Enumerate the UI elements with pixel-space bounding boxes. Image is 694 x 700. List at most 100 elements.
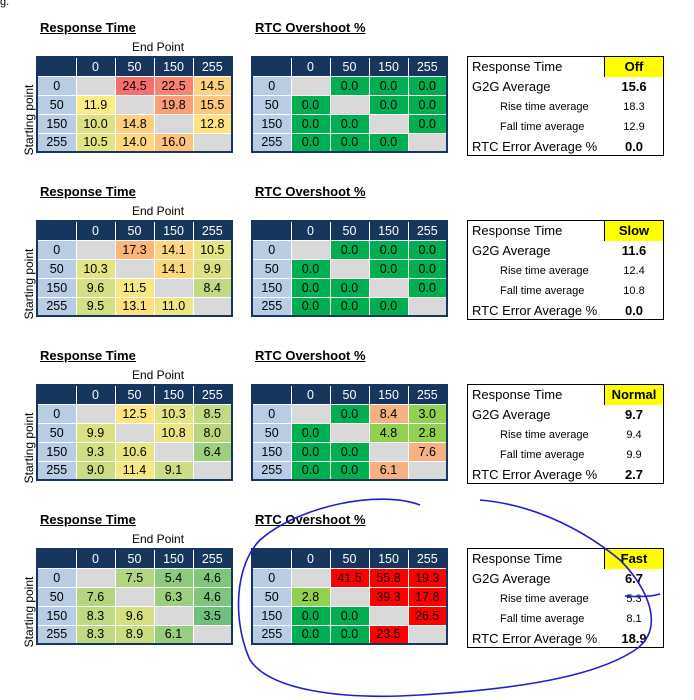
heatmap-cell [114, 586, 155, 607]
column-header: 50 [114, 384, 155, 405]
heatmap-cell [153, 605, 194, 626]
summary-label: Fall time average [500, 121, 585, 133]
summary-mode: Response Time Off [468, 57, 663, 77]
heatmap-cell: 55.8 [368, 567, 409, 588]
header-corner [36, 384, 77, 405]
row-header: 150 [36, 277, 77, 298]
heatmap-cell: 19.8 [153, 94, 194, 115]
column-header: 0 [75, 384, 116, 405]
column-header: 50 [329, 220, 370, 241]
summary-rtc-error: RTC Error Average % 2.7 [468, 465, 663, 485]
heatmap-cell: 0.0 [290, 132, 331, 153]
heatmap-cell: 0.0 [329, 113, 370, 134]
summary-label: Response Time [472, 551, 563, 566]
heatmap-cell: 11.9 [75, 94, 116, 115]
heatmap-cell [192, 624, 233, 645]
heatmap-cell: 0.0 [290, 422, 331, 443]
column-header: 0 [290, 56, 331, 77]
heatmap-cell: 26.5 [407, 605, 448, 626]
heatmap-cell: 6.3 [153, 586, 194, 607]
heatmap-cell: 7.6 [75, 586, 116, 607]
summary-box: Response Time Slow G2G Average 11.6 Rise tim… [467, 220, 664, 320]
column-header: 0 [75, 548, 116, 569]
summary-mode: Response Time Fast [468, 549, 663, 569]
summary-value: 9.7 [624, 407, 644, 422]
summary-label: Rise time average [500, 101, 589, 113]
row-header: 0 [251, 567, 292, 588]
heatmap-cell: 0.0 [368, 94, 409, 115]
heatmap-cell [407, 296, 448, 317]
heatmap-cell: 0.0 [329, 403, 370, 424]
row-header: 150 [251, 441, 292, 462]
column-header: 150 [368, 220, 409, 241]
header-corner [36, 56, 77, 77]
heatmap-cell [192, 132, 233, 153]
row-header: 150 [36, 605, 77, 626]
row-header: 0 [36, 567, 77, 588]
column-header: 255 [407, 548, 448, 569]
summary-g2g: G2G Average 11.6 [468, 241, 663, 261]
row-header: 150 [251, 605, 292, 626]
summary-label: RTC Error Average % [472, 631, 598, 646]
heatmap-cell [368, 113, 409, 134]
response-time-title: Response Time [40, 348, 136, 363]
column-header: 0 [290, 220, 331, 241]
response-time-title: Response Time [40, 512, 136, 527]
heatmap-cell: 9.1 [153, 460, 194, 481]
heatmap-cell [75, 567, 116, 588]
row-header: 50 [36, 258, 77, 279]
row-header: 255 [251, 296, 292, 317]
summary-label: Fall time average [500, 449, 585, 461]
heatmap-cell: 0.0 [290, 624, 331, 645]
summary-label: RTC Error Average % [472, 139, 598, 154]
summary-value: 9.4 [626, 429, 642, 441]
heatmap-cell [153, 277, 194, 298]
heatmap-cell: 8.3 [75, 605, 116, 626]
heatmap-cell: 7.5 [114, 567, 155, 588]
summary-label: Fall time average [500, 613, 585, 625]
summary-value: 8.1 [626, 613, 642, 625]
end-point-label: End Point [132, 204, 185, 218]
heatmap-cell: 0.0 [329, 277, 370, 298]
column-header: 0 [75, 56, 116, 77]
response-time-grid: 0 50 150 255 0 17.3 14.1 10.5 50 10.3 14.1 9.9 150 9.… [36, 220, 233, 317]
heatmap-cell: 8.4 [368, 403, 409, 424]
header-corner [251, 220, 292, 241]
heatmap-cell: 2.8 [290, 586, 331, 607]
summary-label: RTC Error Average % [472, 467, 598, 482]
summary-fall: Fall time average 9.9 [468, 445, 663, 465]
end-point-label: End Point [132, 532, 185, 546]
column-header: 255 [407, 56, 448, 77]
heatmap-cell: 0.0 [329, 605, 370, 626]
header-corner [36, 220, 77, 241]
row-header: 50 [251, 258, 292, 279]
heatmap-cell: 9.9 [192, 258, 233, 279]
heatmap-cell: 0.0 [290, 296, 331, 317]
heatmap-cell [329, 258, 370, 279]
summary-value: 12.4 [623, 265, 645, 277]
row-header: 255 [36, 296, 77, 317]
summary-fall: Fall time average 8.1 [468, 609, 663, 629]
heatmap-cell [407, 132, 448, 153]
block-fast: Response Time RTC Overshoot % End Point Sta… [0, 512, 694, 676]
summary-label: Rise time average [500, 429, 589, 441]
summary-fall: Fall time average 12.9 [468, 117, 663, 137]
heatmap-cell: 0.0 [290, 113, 331, 134]
heatmap-cell: 23.5 [368, 624, 409, 645]
column-header: 0 [290, 548, 331, 569]
summary-mode: Response Time Normal [468, 385, 663, 405]
summary-label: G2G Average [472, 407, 551, 422]
row-header: 255 [251, 460, 292, 481]
heatmap-cell: 0.0 [329, 460, 370, 481]
summary-label: Response Time [472, 223, 563, 238]
heatmap-cell: 11.0 [153, 296, 194, 317]
summary-g2g: G2G Average 6.7 [468, 569, 663, 589]
block-normal: Response Time RTC Overshoot % End Point Sta… [0, 348, 694, 512]
summary-value: 0.0 [624, 303, 644, 318]
summary-value: Slow [604, 221, 663, 241]
row-header: 50 [251, 586, 292, 607]
heatmap-cell [192, 460, 233, 481]
response-time-grid: 0 50 150 255 0 24.5 22.5 14.5 50 11.9 19.8 15.5 150 1… [36, 56, 233, 153]
summary-box: Response Time Normal G2G Average 9.7 Rise ti… [467, 384, 664, 484]
heatmap-cell [290, 403, 331, 424]
